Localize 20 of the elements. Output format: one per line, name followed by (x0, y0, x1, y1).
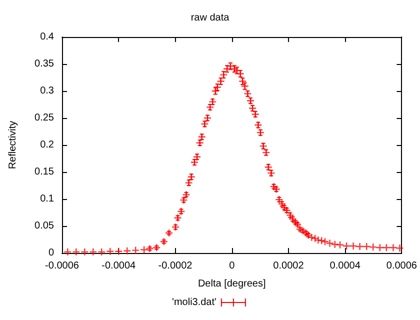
x-tick-label: -0.0004 (102, 260, 136, 272)
y-tick-label: 0.25 (34, 112, 54, 124)
x-tick-label: 0.0004 (330, 260, 361, 272)
y-tick-label: 0 (48, 248, 54, 258)
x-tick-label: 0.0006 (386, 260, 418, 272)
y-tick-label: 0.35 (34, 58, 54, 70)
x-tick-label: -0.0002 (158, 260, 193, 272)
y-tick-label: 0.1 (40, 194, 54, 204)
y-axis-title: Reflectivity (8, 120, 18, 170)
y-tick-label: 0.05 (34, 220, 54, 232)
legend-label: 'moli3.dat' (172, 297, 217, 308)
x-axis-title: Delta [degrees] (198, 278, 266, 290)
x-tick-label: 0 (229, 260, 236, 272)
y-tick-label: 0.3 (40, 86, 54, 96)
y-tick-label: 0.15 (34, 166, 54, 178)
y-tick-label: 0.4 (40, 32, 54, 42)
x-tick-label: 0.0002 (273, 260, 304, 272)
chart-title: raw data (190, 12, 230, 24)
x-tick-label: -0.0006 (45, 260, 80, 272)
y-tick-label: 0.2 (40, 140, 54, 150)
